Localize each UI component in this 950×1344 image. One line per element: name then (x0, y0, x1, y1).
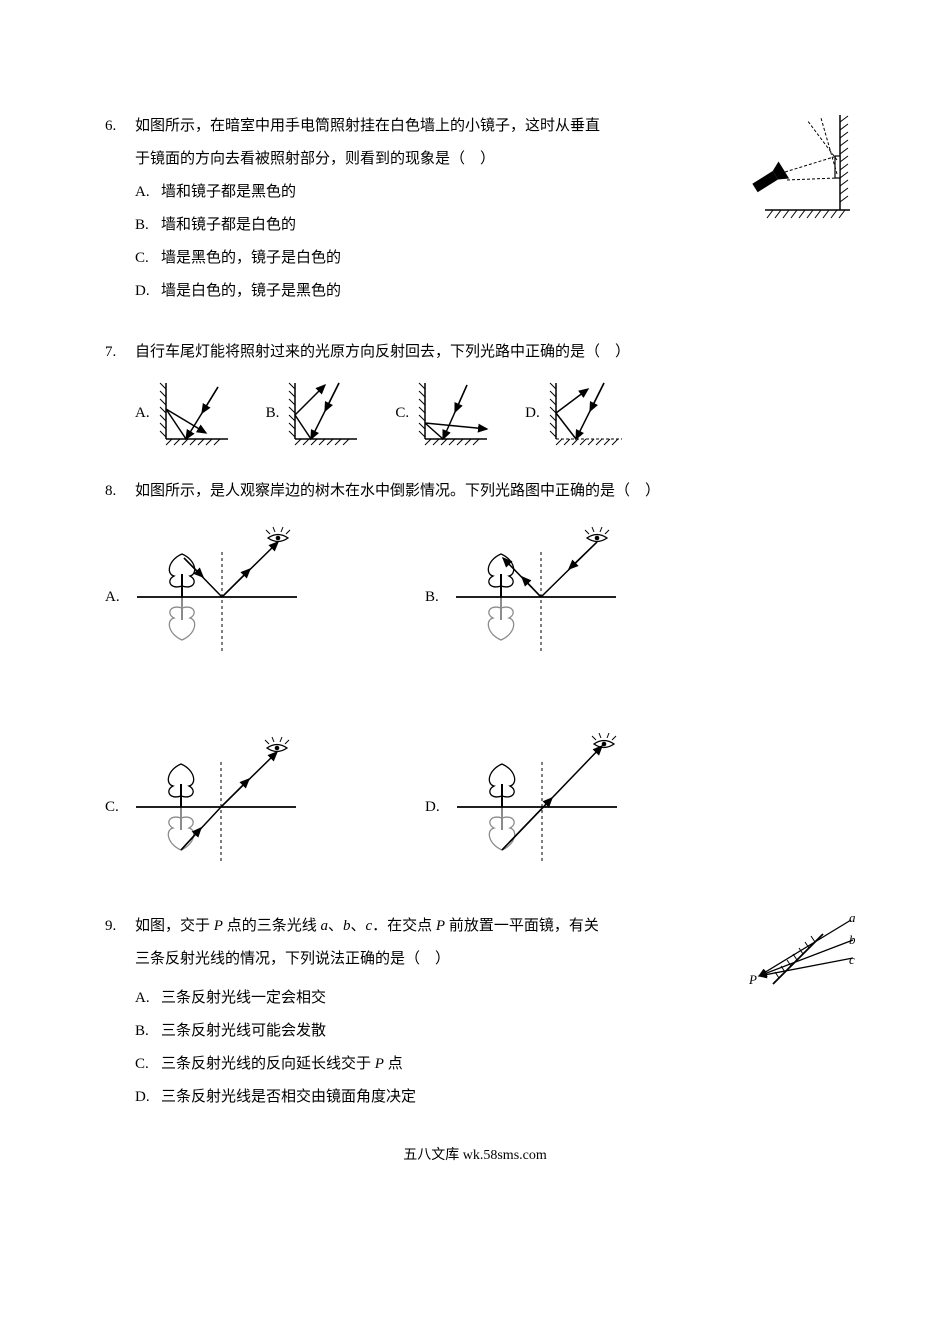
q7-text: 自行车尾灯能将照射过来的光原方向反射回去，下列光路中正确的是（ ） (135, 336, 845, 369)
q6-text-line2: 于镜面的方向去看被照射部分，则看到的现象是（ ） (135, 143, 845, 176)
q8-number: 8. (105, 475, 135, 508)
q7-opt-c-label: C. (395, 405, 409, 422)
q8-opt-b: B. (425, 522, 745, 672)
q7-fig-a (158, 379, 236, 447)
q7-opt-a: A. (135, 379, 236, 447)
q7-options: A. B. (135, 379, 845, 447)
svg-text:P: P (748, 972, 757, 987)
q9-opt-a-text: 三条反射光线一定会相交 (161, 990, 326, 1006)
svg-text:a: a (849, 914, 855, 925)
q8-opt-c-label: C. (105, 799, 119, 816)
svg-text:b: b (849, 932, 855, 947)
q8-fig-c (131, 732, 301, 882)
q9-opt-d-text: 三条反射光线是否相交由镜面角度决定 (161, 1089, 416, 1105)
q6-text-line1: 如图所示，在暗室中用手电筒照射挂在白色墙上的小镜子，这时从垂直 (135, 110, 845, 143)
q6-opt-a: A.墙和镜子都是黑色的 (135, 176, 845, 209)
q7-fig-d (548, 379, 626, 447)
q8-options: A. (105, 522, 845, 882)
q9-options: A.三条反射光线一定会相交 B.三条反射光线可能会发散 C.三条反射光线的反向延… (135, 982, 845, 1114)
q7-opt-d: D. (525, 379, 626, 447)
q6-opt-c-text: 墙是黑色的，镜子是白色的 (161, 250, 341, 266)
q7-opt-a-label: A. (135, 405, 150, 422)
question-8: 8. 如图所示，是人观察岸边的树木在水中倒影情况。下列光路图中正确的是（ ） A… (105, 475, 845, 882)
svg-text:c: c (849, 952, 855, 967)
q9-opt-b: B.三条反射光线可能会发散 (135, 1015, 845, 1048)
q8-opt-a-label: A. (105, 589, 120, 606)
q8-opt-d: D. (425, 732, 745, 882)
q7-fig-c (417, 379, 495, 447)
q8-opt-a: A. (105, 522, 425, 672)
q9-text-line1: 如图，交于 P 点的三条光线 a、b、c．在交点 P 前放置一平面镜，有关 (135, 910, 845, 943)
q9-opt-c: C.三条反射光线的反向延长线交于 P 点 (135, 1048, 845, 1081)
q8-fig-b (451, 522, 621, 672)
q6-options: A.墙和镜子都是黑色的 B.墙和镜子都是白色的 C.墙是黑色的，镜子是白色的 D… (135, 176, 845, 308)
q6-opt-b-text: 墙和镜子都是白色的 (161, 217, 296, 233)
q6-opt-d-text: 墙是白色的，镜子是黑色的 (161, 283, 341, 299)
q7-opt-c: C. (395, 379, 495, 447)
q8-opt-b-label: B. (425, 589, 439, 606)
q8-fig-d (452, 732, 622, 882)
footer: 五八文库 wk.58sms.com (105, 1144, 845, 1164)
q6-opt-d: D.墙是白色的，镜子是黑色的 (135, 275, 845, 308)
q7-number: 7. (105, 336, 135, 369)
q7-opt-b-label: B. (266, 405, 280, 422)
q9-opt-d: D.三条反射光线是否相交由镜面角度决定 (135, 1081, 845, 1114)
q9-text-line2: 三条反射光线的情况，下列说法正确的是（ ） (135, 943, 845, 976)
q8-fig-a (132, 522, 302, 672)
q9-figure: a b c P (745, 914, 855, 994)
q7-fig-b (287, 379, 365, 447)
q6-opt-a-text: 墙和镜子都是黑色的 (161, 184, 296, 200)
q6-opt-c: C.墙是黑色的，镜子是白色的 (135, 242, 845, 275)
q9-opt-a: A.三条反射光线一定会相交 (135, 982, 845, 1015)
q7-opt-b: B. (266, 379, 366, 447)
q8-opt-c: C. (105, 732, 425, 882)
q6-figure (745, 110, 855, 220)
q6-opt-b: B.墙和镜子都是白色的 (135, 209, 845, 242)
q8-text: 如图所示，是人观察岸边的树木在水中倒影情况。下列光路图中正确的是（ ） (135, 475, 845, 508)
question-9: 9. 如图，交于 P 点的三条光线 a、b、c．在交点 P 前放置一平面镜，有关… (105, 910, 845, 1114)
question-6: 6. 如图所示，在暗室中用手电筒照射挂在白色墙上的小镜子，这时从垂直 于镜面的方… (105, 110, 845, 308)
q7-opt-d-label: D. (525, 405, 540, 422)
q8-opt-d-label: D. (425, 799, 440, 816)
page: 6. 如图所示，在暗室中用手电筒照射挂在白色墙上的小镜子，这时从垂直 于镜面的方… (0, 0, 950, 1204)
question-7: 7. 自行车尾灯能将照射过来的光原方向反射回去，下列光路中正确的是（ ） A. (105, 336, 845, 447)
q9-number: 9. (105, 910, 135, 943)
q9-opt-b-text: 三条反射光线可能会发散 (161, 1023, 326, 1039)
q6-number: 6. (105, 110, 135, 143)
